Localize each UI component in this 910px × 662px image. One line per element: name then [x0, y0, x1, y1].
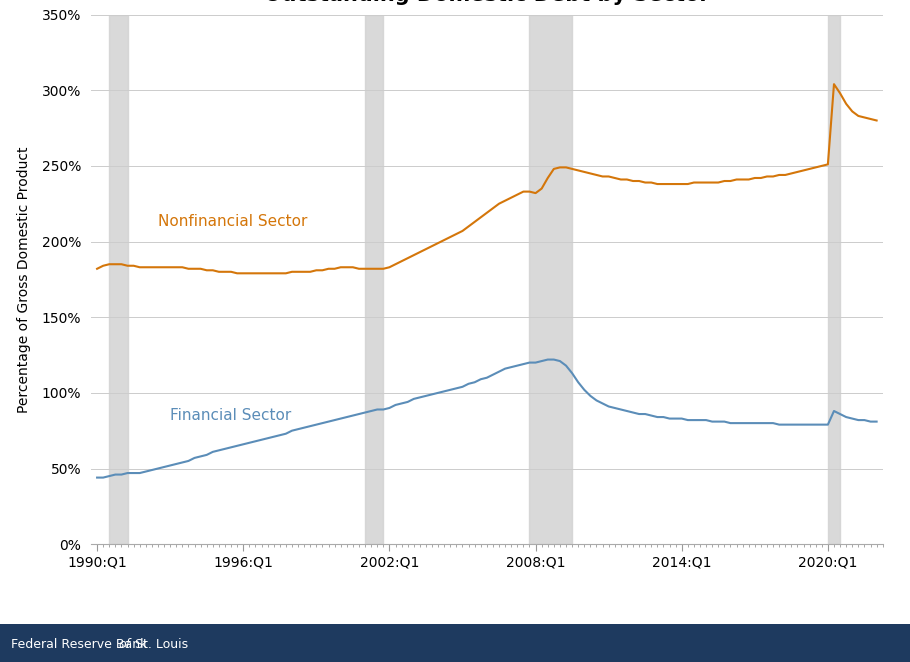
Bar [109, 15, 127, 544]
Bar [365, 15, 383, 544]
Title: Outstanding Domestic Debt by Sector: Outstanding Domestic Debt by Sector [264, 0, 710, 5]
Bar [530, 15, 572, 544]
Text: Nonfinancial Sector: Nonfinancial Sector [158, 214, 308, 230]
Text: of: of [118, 638, 130, 651]
Y-axis label: Percentage of Gross Domestic Product: Percentage of Gross Domestic Product [16, 146, 31, 412]
Text: St. Louis: St. Louis [135, 638, 187, 651]
Text: Federal Reserve Bank: Federal Reserve Bank [11, 638, 151, 651]
Text: Financial Sector: Financial Sector [170, 408, 291, 423]
Bar [828, 15, 840, 544]
